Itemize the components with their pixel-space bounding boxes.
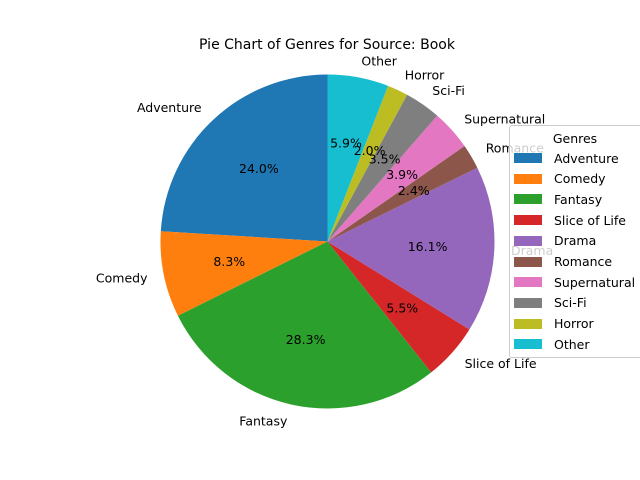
legend-item-horror: Horror <box>514 314 594 334</box>
legend-item-supernatural: Supernatural <box>514 272 635 292</box>
slice-percent-supernatural: 3.9% <box>386 167 418 182</box>
legend-swatch-adventure <box>514 153 542 163</box>
pie-slice-romance <box>327 146 478 242</box>
slice-label-fantasy: Fantasy <box>239 413 288 428</box>
legend-item-sci-fi: Sci-Fi <box>514 293 587 313</box>
slice-percent-adventure: 24.0% <box>239 161 279 176</box>
legend-label-romance: Romance <box>554 254 613 269</box>
legend-item-comedy: Comedy <box>514 169 606 189</box>
slice-percent-slice-of-life: 5.5% <box>386 301 418 316</box>
legend-item-fantasy: Fantasy <box>514 189 602 209</box>
slice-label-comedy: Comedy <box>96 270 148 285</box>
legend-label-comedy: Comedy <box>554 171 606 187</box>
slice-label-adventure: Adventure <box>137 100 202 115</box>
legend-item-adventure: Adventure <box>514 148 619 168</box>
legend-swatch-romance <box>514 256 542 267</box>
legend-item-other: Other <box>514 334 590 354</box>
legend-item-drama: Drama <box>514 231 596 251</box>
pie-slice-comedy <box>160 231 328 316</box>
pie-slice-fantasy <box>177 241 432 409</box>
slice-label-horror: Horror <box>405 67 445 82</box>
slice-percent-sci-fi: 3.5% <box>369 152 401 167</box>
pie-slice-horror <box>327 85 408 242</box>
legend-label-supernatural: Supernatural <box>554 274 636 290</box>
slice-percent-comedy: 8.3% <box>213 254 245 269</box>
legend-item-slice-of-life: Slice of Life <box>514 210 626 230</box>
legend-item-romance: Romance <box>514 252 612 272</box>
slice-label-sci-fi: Sci-Fi <box>432 83 465 98</box>
legend-label-other: Other <box>554 336 590 352</box>
slice-label-slice-of-life: Slice of Life <box>465 356 537 371</box>
pie-slice-other <box>327 74 389 242</box>
slice-label-other: Other <box>361 54 397 69</box>
legend-swatch-fantasy <box>514 194 542 205</box>
legend-swatch-drama <box>514 235 542 246</box>
slice-percent-drama: 16.1% <box>408 239 448 254</box>
slice-percent-fantasy: 28.3% <box>286 332 326 347</box>
slice-label-supernatural: Supernatural <box>464 111 545 126</box>
pie-labels: Adventure 24.0% Comedy 8.3% Fantasy 28.3% Slic… <box>96 54 553 429</box>
legend-swatch-horror <box>514 318 542 329</box>
pie-slice-drama <box>327 167 495 330</box>
legend: Genres Adventure Comedy Fantasy Slice of Li… <box>509 125 640 358</box>
legend-swatch-comedy <box>514 173 542 184</box>
legend-swatch-slice-of-life <box>514 215 542 226</box>
legend-swatch-supernatural <box>514 277 542 288</box>
legend-label-slice-of-life: Slice of Life <box>554 212 626 228</box>
pie-slice-adventure <box>160 74 328 242</box>
pie-slice-slice-of-life <box>327 241 470 373</box>
slice-percent-other: 5.9% <box>330 136 362 151</box>
legend-label-drama: Drama <box>554 233 597 249</box>
pie-slices <box>160 74 495 409</box>
legend-label-horror: Horror <box>554 316 594 332</box>
slice-percent-romance: 2.4% <box>398 183 430 198</box>
legend-title: Genres <box>552 131 598 146</box>
chart-title: Pie Chart of Genres for Source: Book <box>199 37 456 53</box>
pie-slice-sci-fi <box>327 94 438 242</box>
legend-swatch-sci-fi <box>514 297 542 308</box>
legend-swatch-other <box>514 339 542 350</box>
legend-label-adventure: Adventure <box>554 150 619 166</box>
pie-slice-supernatural <box>327 115 465 242</box>
legend-label-fantasy: Fantasy <box>554 191 603 207</box>
legend-label-sci-fi: Sci-Fi <box>554 295 587 311</box>
slice-percent-horror: 2.0% <box>354 143 386 158</box>
